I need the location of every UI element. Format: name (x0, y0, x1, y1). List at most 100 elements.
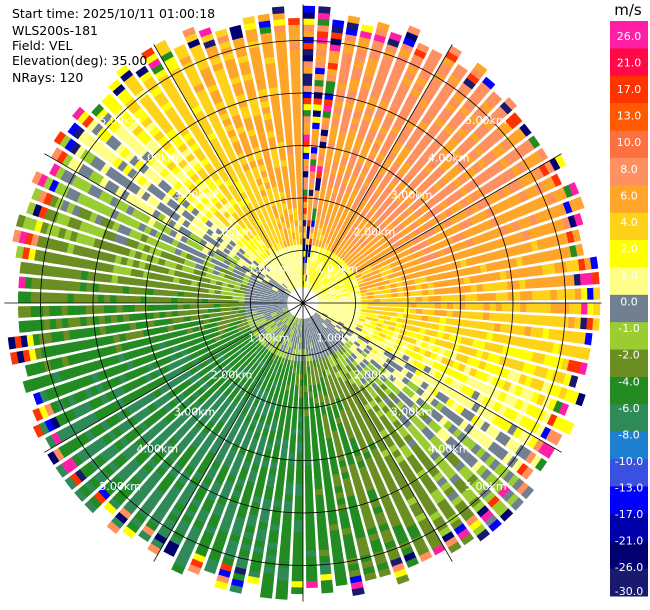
velocity-gate (398, 297, 405, 302)
velocity-gate (316, 290, 323, 295)
velocity-gate (309, 176, 315, 184)
velocity-gate (343, 303, 350, 305)
velocity-gate (447, 74, 461, 86)
velocity-gate (528, 135, 541, 149)
velocity-gate (490, 428, 502, 440)
velocity-gate (315, 312, 322, 317)
velocity-gate (378, 347, 386, 355)
velocity-gate (342, 45, 355, 55)
velocity-gate (329, 244, 335, 252)
velocity-gate (332, 261, 338, 269)
velocity-gate (289, 366, 293, 374)
velocity-gate (575, 303, 582, 315)
velocity-gate (349, 303, 356, 306)
velocity-gate (316, 320, 321, 326)
velocity-gate (367, 306, 375, 310)
velocity-gate (483, 303, 491, 311)
velocity-gate (551, 342, 561, 355)
velocity-gate (318, 303, 326, 306)
velocity-gate (413, 48, 427, 60)
velocity-gate (444, 409, 455, 420)
velocity-gate (415, 290, 423, 296)
velocity-gate (449, 351, 458, 360)
velocity-gate (300, 361, 303, 369)
velocity-gate (382, 259, 390, 266)
velocity-gate (256, 303, 263, 306)
velocity-gate (298, 343, 301, 350)
velocity-gate (523, 267, 532, 278)
velocity-ray (317, 173, 562, 297)
velocity-gate (379, 294, 387, 299)
velocity-gate (382, 339, 391, 346)
velocity-gate (291, 354, 295, 362)
velocity-gate (317, 273, 322, 280)
velocity-gate (393, 240, 402, 249)
velocity-ray (315, 135, 541, 295)
velocity-gate (510, 497, 524, 511)
velocity-gate (322, 290, 329, 294)
velocity-gate (370, 348, 379, 355)
velocity-gate (460, 408, 471, 419)
velocity-gate (358, 282, 366, 288)
velocity-gate (388, 104, 400, 114)
velocity-gate (325, 80, 336, 89)
velocity-gate (347, 220, 355, 228)
velocity-gate (574, 196, 585, 210)
velocity-gate (333, 181, 341, 189)
velocity-gate (330, 31, 343, 40)
velocity-gate (521, 485, 534, 500)
velocity-gate (365, 284, 373, 289)
velocity-gate (328, 136, 337, 144)
velocity-gate (326, 148, 334, 156)
velocity-gate (414, 320, 422, 327)
velocity-gate (410, 428, 421, 438)
velocity-gate (336, 294, 344, 298)
velocity-gate (592, 318, 600, 331)
velocity-gate (328, 313, 336, 317)
velocity-gate (359, 315, 367, 320)
velocity-rays (7, 5, 601, 600)
velocity-gate (329, 310, 337, 314)
velocity-gate (317, 295, 325, 298)
velocity-gate (97, 305, 105, 314)
velocity-gate (317, 12, 331, 20)
velocity-gate (526, 303, 534, 313)
velocity-ray (303, 6, 331, 288)
velocity-gate (293, 397, 298, 405)
velocity-gate (448, 334, 457, 342)
velocity-gate (561, 275, 570, 287)
velocity-gate (293, 538, 303, 546)
velocity-gate (396, 114, 407, 125)
velocity-gate (416, 42, 430, 54)
velocity-gate (309, 354, 313, 362)
velocity-gate (500, 171, 512, 183)
velocity-gate (306, 580, 318, 588)
velocity-gate (360, 24, 374, 34)
velocity-gate (388, 326, 396, 332)
velocity-gate (563, 344, 573, 357)
velocity-gate (312, 284, 317, 291)
velocity-gate (321, 209, 327, 217)
velocity-gate (324, 295, 331, 299)
velocity-gate (327, 325, 334, 332)
velocity-gate (336, 306, 344, 309)
velocity-gate (439, 405, 450, 416)
velocity-gate (308, 391, 313, 399)
velocity-gate (336, 341, 343, 349)
velocity-gate (478, 434, 490, 446)
velocity-gate (436, 265, 445, 273)
velocity-gate (318, 297, 325, 300)
velocity-gate (195, 298, 202, 303)
velocity-gate (346, 270, 354, 277)
velocity-gate (331, 25, 344, 34)
velocity-gate (476, 312, 484, 320)
velocity-gate (355, 299, 363, 303)
velocity-gate (452, 428, 463, 439)
velocity-gate (409, 308, 417, 314)
velocity-gate (448, 181, 459, 192)
velocity-gate (310, 283, 314, 290)
velocity-gate (544, 290, 552, 301)
velocity-gate (408, 259, 417, 267)
velocity-gate (483, 167, 495, 180)
velocity-gate (563, 246, 572, 259)
